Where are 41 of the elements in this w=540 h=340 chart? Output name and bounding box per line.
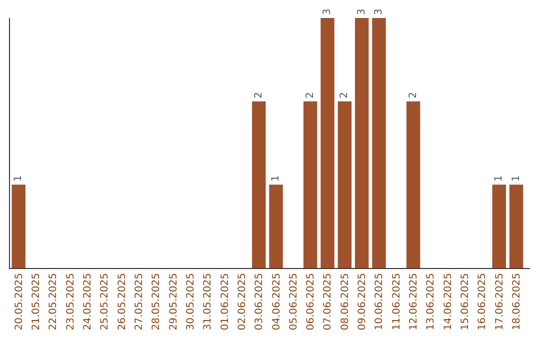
x-tick-label: 10.06.2025	[374, 273, 386, 330]
x-tick-label: 23.05.2025	[65, 273, 76, 330]
x-tick-label: 17.06.2025	[494, 273, 506, 330]
x-tick-label: 13.06.2025	[426, 273, 437, 330]
data-label: 3	[322, 8, 333, 15]
x-tick-label: 16.06.2025	[477, 273, 488, 330]
x-tick-label: 22.05.2025	[48, 273, 60, 330]
x-tick-label: 24.05.2025	[82, 273, 94, 330]
x-tick-label: 09.06.2025	[357, 273, 368, 330]
data-label: 1	[270, 175, 282, 182]
x-tick-label: 29.05.2025	[168, 273, 180, 330]
data-label: 3	[356, 8, 368, 15]
data-label: 2	[339, 92, 350, 98]
x-tick-label: 07.06.2025	[322, 273, 334, 330]
data-label: 2	[304, 92, 316, 98]
data-label: 2	[408, 92, 419, 98]
x-tick-label: 30.05.2025	[185, 273, 196, 330]
x-tick-label: 31.05.2025	[202, 273, 214, 330]
x-tick-label: 28.05.2025	[151, 273, 162, 330]
data-label: 1	[13, 175, 24, 182]
data-label: 1	[494, 175, 505, 182]
x-tick-label: 05.06.2025	[288, 273, 300, 330]
x-tick-label: 18.06.2025	[512, 273, 523, 330]
x-tick-label: 08.06.2025	[340, 273, 351, 330]
x-tick-label: 27.05.2025	[134, 273, 145, 330]
x-tick-label: 11.06.2025	[391, 273, 402, 330]
x-tick-label: 21.05.2025	[30, 273, 42, 330]
data-label: 1	[510, 175, 522, 182]
x-tick-label: 12.06.2025	[408, 273, 420, 330]
x-tick-label: 02.06.2025	[236, 273, 248, 330]
x-tick-label: 14.06.2025	[442, 273, 454, 330]
x-tick-label: 01.06.2025	[220, 273, 231, 330]
x-tick-label: 03.06.2025	[254, 273, 266, 330]
data-label: 2	[253, 92, 264, 98]
x-tick-label: 20.05.2025	[14, 273, 25, 330]
x-tick-label: 06.06.2025	[306, 273, 317, 330]
x-tick-label: 04.06.2025	[271, 273, 282, 330]
x-tick-label: 25.05.2025	[100, 273, 111, 330]
x-tick-label: 15.06.2025	[460, 273, 472, 330]
data-label: 3	[373, 8, 384, 15]
x-tick-label: 26.05.2025	[116, 273, 128, 330]
